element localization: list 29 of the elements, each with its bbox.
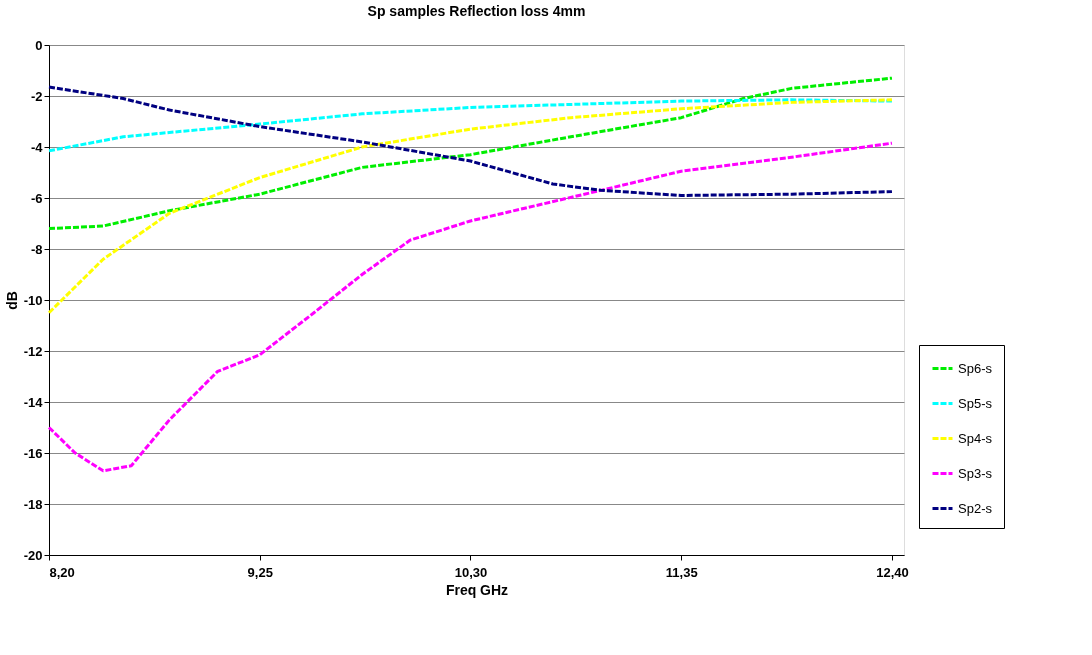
y-tick-label: -16: [23, 445, 43, 461]
y-tick-label: -12: [23, 343, 43, 359]
line-series: [47, 85, 894, 197]
x-tick-label: 9,25: [247, 564, 273, 580]
y-tick-label: -14: [23, 394, 44, 410]
y-tick-label: 0: [35, 37, 43, 53]
y-tick-label: -20: [23, 547, 43, 563]
x-tick-label: 11,35: [665, 564, 698, 580]
legend-label: Sp5-s: [958, 395, 993, 411]
line-series: [47, 98, 894, 315]
y-tick-label: -2: [30, 88, 43, 104]
x-tick-label: 12,40: [876, 564, 909, 580]
y-axis-title: dB: [3, 291, 20, 310]
legend-label: Sp4-s: [958, 430, 993, 446]
x-tick-label: 10,30: [454, 564, 488, 580]
legend-label: Sp2-s: [958, 500, 993, 516]
x-tick-label: 8,20: [49, 564, 75, 580]
y-tick-label: -8: [30, 241, 43, 257]
line-series: [47, 141, 894, 473]
y-tick-label: -4: [30, 139, 44, 155]
legend-label: Sp6-s: [958, 360, 993, 376]
x-axis-title: Freq GHz: [445, 581, 509, 598]
line-series: [47, 98, 894, 153]
y-tick-label: -6: [30, 190, 43, 206]
y-tick-label: -10: [23, 292, 43, 308]
legend-label: Sp3-s: [958, 465, 993, 481]
line-series: [47, 76, 894, 231]
chart-title: Sp samples Reflection loss 4mm: [367, 3, 586, 19]
y-tick-label: -18: [23, 496, 43, 512]
